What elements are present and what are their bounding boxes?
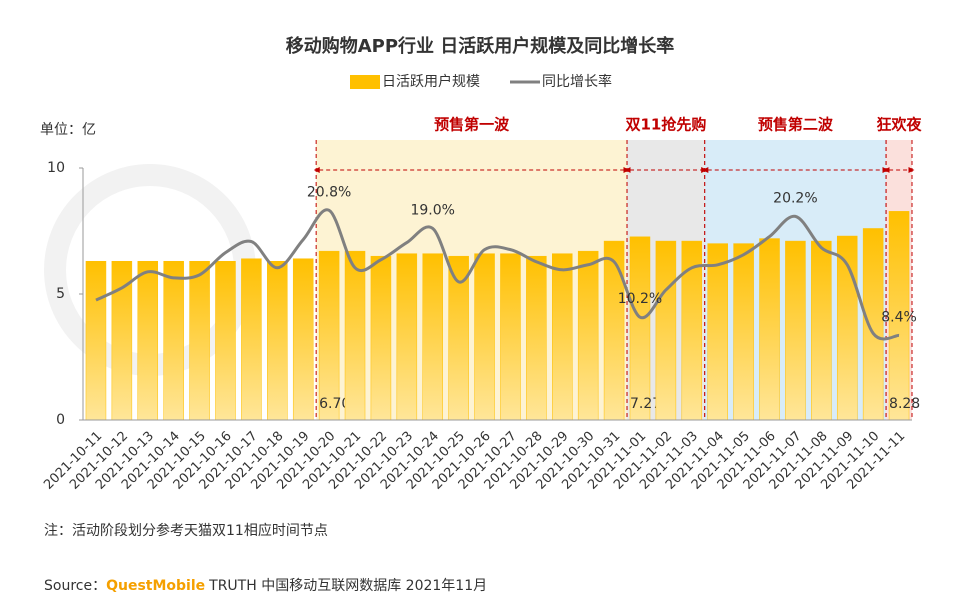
y-tick-label: 10	[47, 160, 65, 176]
bar-value-label: 7.27	[630, 396, 661, 412]
bar	[344, 250, 366, 421]
line	[95, 208, 900, 341]
y-axis-label: 单位：亿	[40, 122, 96, 138]
source-brand: QuestMobile	[106, 578, 205, 594]
phase-label: 预售第一波	[434, 116, 510, 134]
phase-label: 双11抢先购	[625, 116, 706, 134]
y-tick-label: 0	[56, 412, 65, 428]
bar	[370, 255, 392, 421]
bar	[474, 253, 495, 421]
bar	[862, 228, 884, 421]
bar	[811, 240, 832, 421]
line-value-label: 20.2%	[773, 190, 817, 206]
bar	[500, 253, 521, 421]
bar	[318, 250, 340, 421]
bar-value-label: 6.70	[319, 396, 350, 412]
bar	[137, 260, 159, 421]
bar	[603, 240, 625, 421]
bar	[215, 260, 236, 421]
bar	[629, 236, 651, 421]
source: Source：QuestMobile TRUTH 中国移动互联网数据库 2021年…	[44, 578, 487, 594]
bar-value-label: 8.28	[889, 396, 920, 412]
bar	[189, 260, 210, 421]
bar	[707, 243, 728, 421]
line-value-label: 20.8%	[307, 184, 351, 200]
legend-swatch	[350, 75, 380, 89]
line-value-label: 10.2%	[618, 291, 662, 307]
legend-label: 同比增长率	[542, 73, 612, 90]
bar	[267, 260, 288, 421]
note: 注：活动阶段划分参考天猫双11相应时间节点	[44, 522, 328, 539]
bar	[396, 253, 418, 421]
bar	[422, 253, 443, 421]
bar	[785, 240, 806, 421]
bar	[292, 258, 314, 421]
bar	[526, 255, 547, 421]
phase-band	[316, 140, 628, 420]
bar	[759, 238, 780, 421]
phase-label: 预售第二波	[758, 116, 834, 134]
y-tick-label: 5	[56, 286, 65, 302]
bar	[241, 258, 262, 421]
bar	[655, 240, 677, 421]
bar	[552, 253, 573, 421]
legend-label: 日活跃用户规模	[382, 73, 480, 90]
bar	[577, 250, 599, 421]
source-prefix: Source：	[44, 578, 106, 594]
chart-title: 移动购物APP行业 日活跃用户规模及同比增长率	[286, 35, 675, 57]
bar	[163, 260, 184, 421]
line-value-label: 19.0%	[410, 202, 454, 218]
bar	[85, 260, 107, 421]
phase-label: 狂欢夜	[877, 116, 923, 134]
bar	[733, 243, 754, 421]
line-value-label: 8.4%	[881, 309, 917, 325]
source-rest: TRUTH 中国移动互联网数据库 2021年11月	[208, 578, 487, 594]
